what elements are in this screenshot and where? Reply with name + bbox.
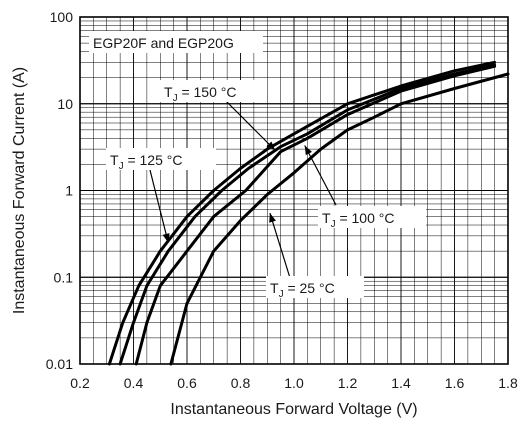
grid bbox=[79, 16, 509, 365]
annotation-box-background bbox=[89, 31, 263, 53]
x-tick-label: 1.0 bbox=[284, 375, 304, 391]
annotation-leader-line bbox=[304, 145, 337, 206]
curves bbox=[107, 60, 510, 366]
series-line-2 bbox=[134, 64, 497, 366]
annotation-arrowhead bbox=[304, 145, 312, 156]
x-tick-label: 0.8 bbox=[231, 375, 251, 391]
x-tick-label: 1.4 bbox=[391, 375, 411, 391]
y-tick-label: 1 bbox=[65, 183, 73, 199]
series-line-0 bbox=[107, 60, 497, 366]
x-tick-label: 0.6 bbox=[177, 375, 197, 391]
y-tick-label: 10 bbox=[57, 96, 73, 112]
y-axis-title: Instantaneous Forward Current (A) bbox=[11, 67, 28, 314]
tick-labels: 0.2 0.4 0.6 0.8 1.0 1.2 1.4 1.6 1.8 0.01 0.1 1 10 100 bbox=[46, 9, 518, 391]
annotation-leader-line bbox=[149, 169, 169, 243]
y-tick-label: 0.1 bbox=[54, 269, 74, 285]
series-label-0: TJ = 150 °C bbox=[164, 84, 236, 104]
series-label-background bbox=[318, 206, 426, 228]
x-tick-label: 1.6 bbox=[445, 375, 465, 391]
series-label-3: TJ = 25 °C bbox=[270, 280, 335, 300]
y-tick-label: 100 bbox=[50, 9, 74, 25]
plot-frame bbox=[79, 16, 509, 365]
series-line-3 bbox=[169, 72, 510, 366]
series-label-1: TJ = 125 °C bbox=[110, 152, 182, 172]
series-line-1 bbox=[118, 63, 497, 366]
x-tick-label: 0.2 bbox=[70, 375, 90, 391]
annotation-arrowhead bbox=[269, 213, 276, 223]
annotation-leader-line bbox=[269, 212, 291, 279]
annotations: EGP20F and EGP20G TJ = 150 °C TJ = 125 °C T… bbox=[89, 31, 426, 300]
annotation-box-text: EGP20F and EGP20G bbox=[93, 35, 234, 51]
x-tick-label: 1.8 bbox=[498, 375, 518, 391]
series-label-2: TJ = 100 °C bbox=[322, 210, 394, 230]
series-label-background bbox=[160, 80, 258, 102]
annotation-arrowhead bbox=[266, 141, 276, 151]
x-axis-title: Instantaneous Forward Voltage (V) bbox=[170, 401, 417, 418]
y-tick-label: 0.01 bbox=[46, 356, 73, 372]
annotation-leader-line bbox=[225, 100, 276, 151]
x-tick-label: 1.2 bbox=[338, 375, 358, 391]
series-label-background bbox=[106, 148, 216, 170]
annotation-arrowhead bbox=[162, 233, 170, 243]
series-label-background bbox=[266, 276, 364, 298]
x-tick-label: 0.4 bbox=[124, 375, 144, 391]
